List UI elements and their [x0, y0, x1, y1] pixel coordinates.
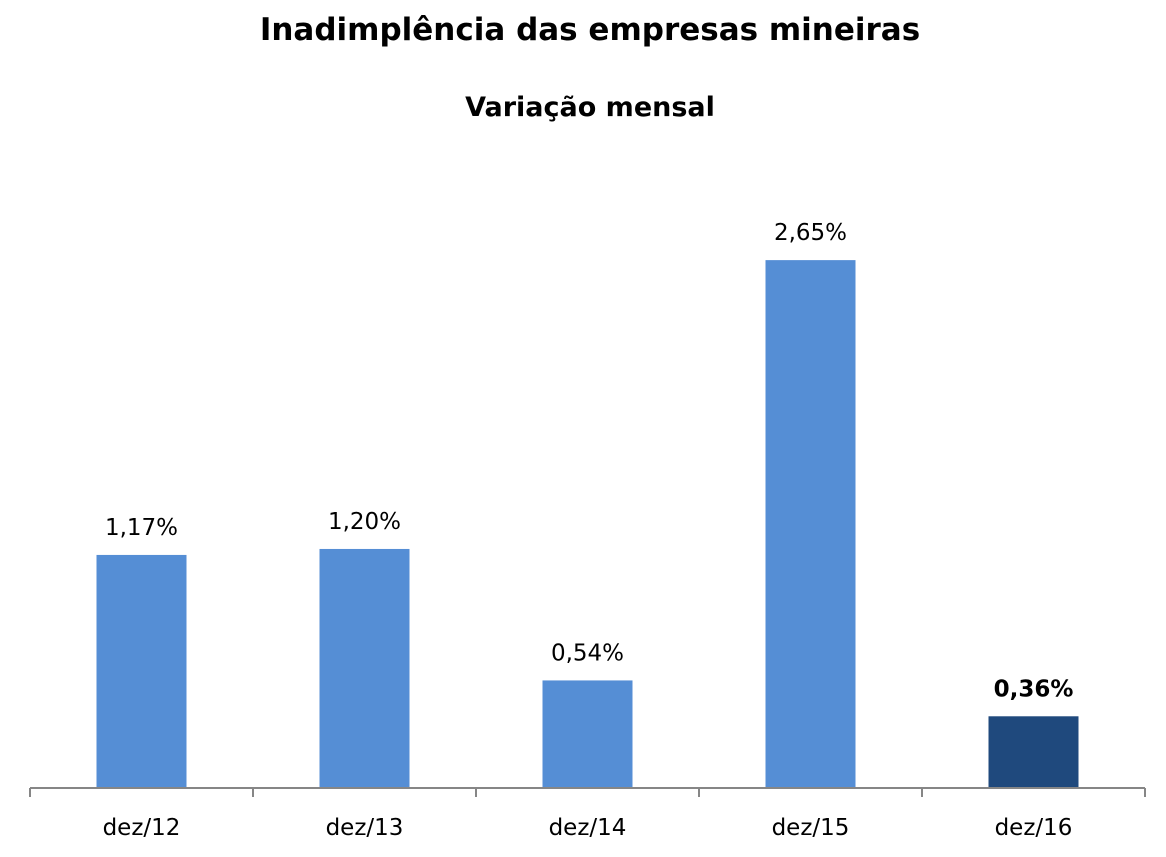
bar-dez-15: [765, 260, 856, 788]
x-tick-label: dez/12: [103, 815, 181, 841]
x-axis: dez/12 dez/13 dez/14 dez/15 dez/16: [29, 787, 1146, 841]
data-label: 1,20%: [328, 509, 401, 535]
bar-dez-13: [319, 548, 410, 788]
data-labels-layer: 1,17% 1,20% 0,54% 2,65% 0,36%: [105, 220, 1073, 702]
bar-dez-14: [542, 680, 633, 788]
x-tick-label: dez/16: [995, 815, 1073, 841]
data-label: 0,54%: [551, 640, 624, 666]
data-label: 1,17%: [105, 515, 178, 541]
bar-dez-12: [96, 554, 187, 788]
data-label: 0,36%: [994, 676, 1074, 702]
x-tick-label: dez/13: [326, 815, 404, 841]
data-label: 2,65%: [774, 220, 847, 246]
chart-subtitle: Variação mensal: [465, 92, 715, 123]
bars-layer: [96, 260, 1079, 788]
chart-title: Inadimplência das empresas mineiras: [259, 12, 921, 48]
bar-dez-16: [988, 716, 1079, 788]
x-tick-label: dez/15: [772, 815, 850, 841]
x-tick-label: dez/14: [549, 815, 627, 841]
